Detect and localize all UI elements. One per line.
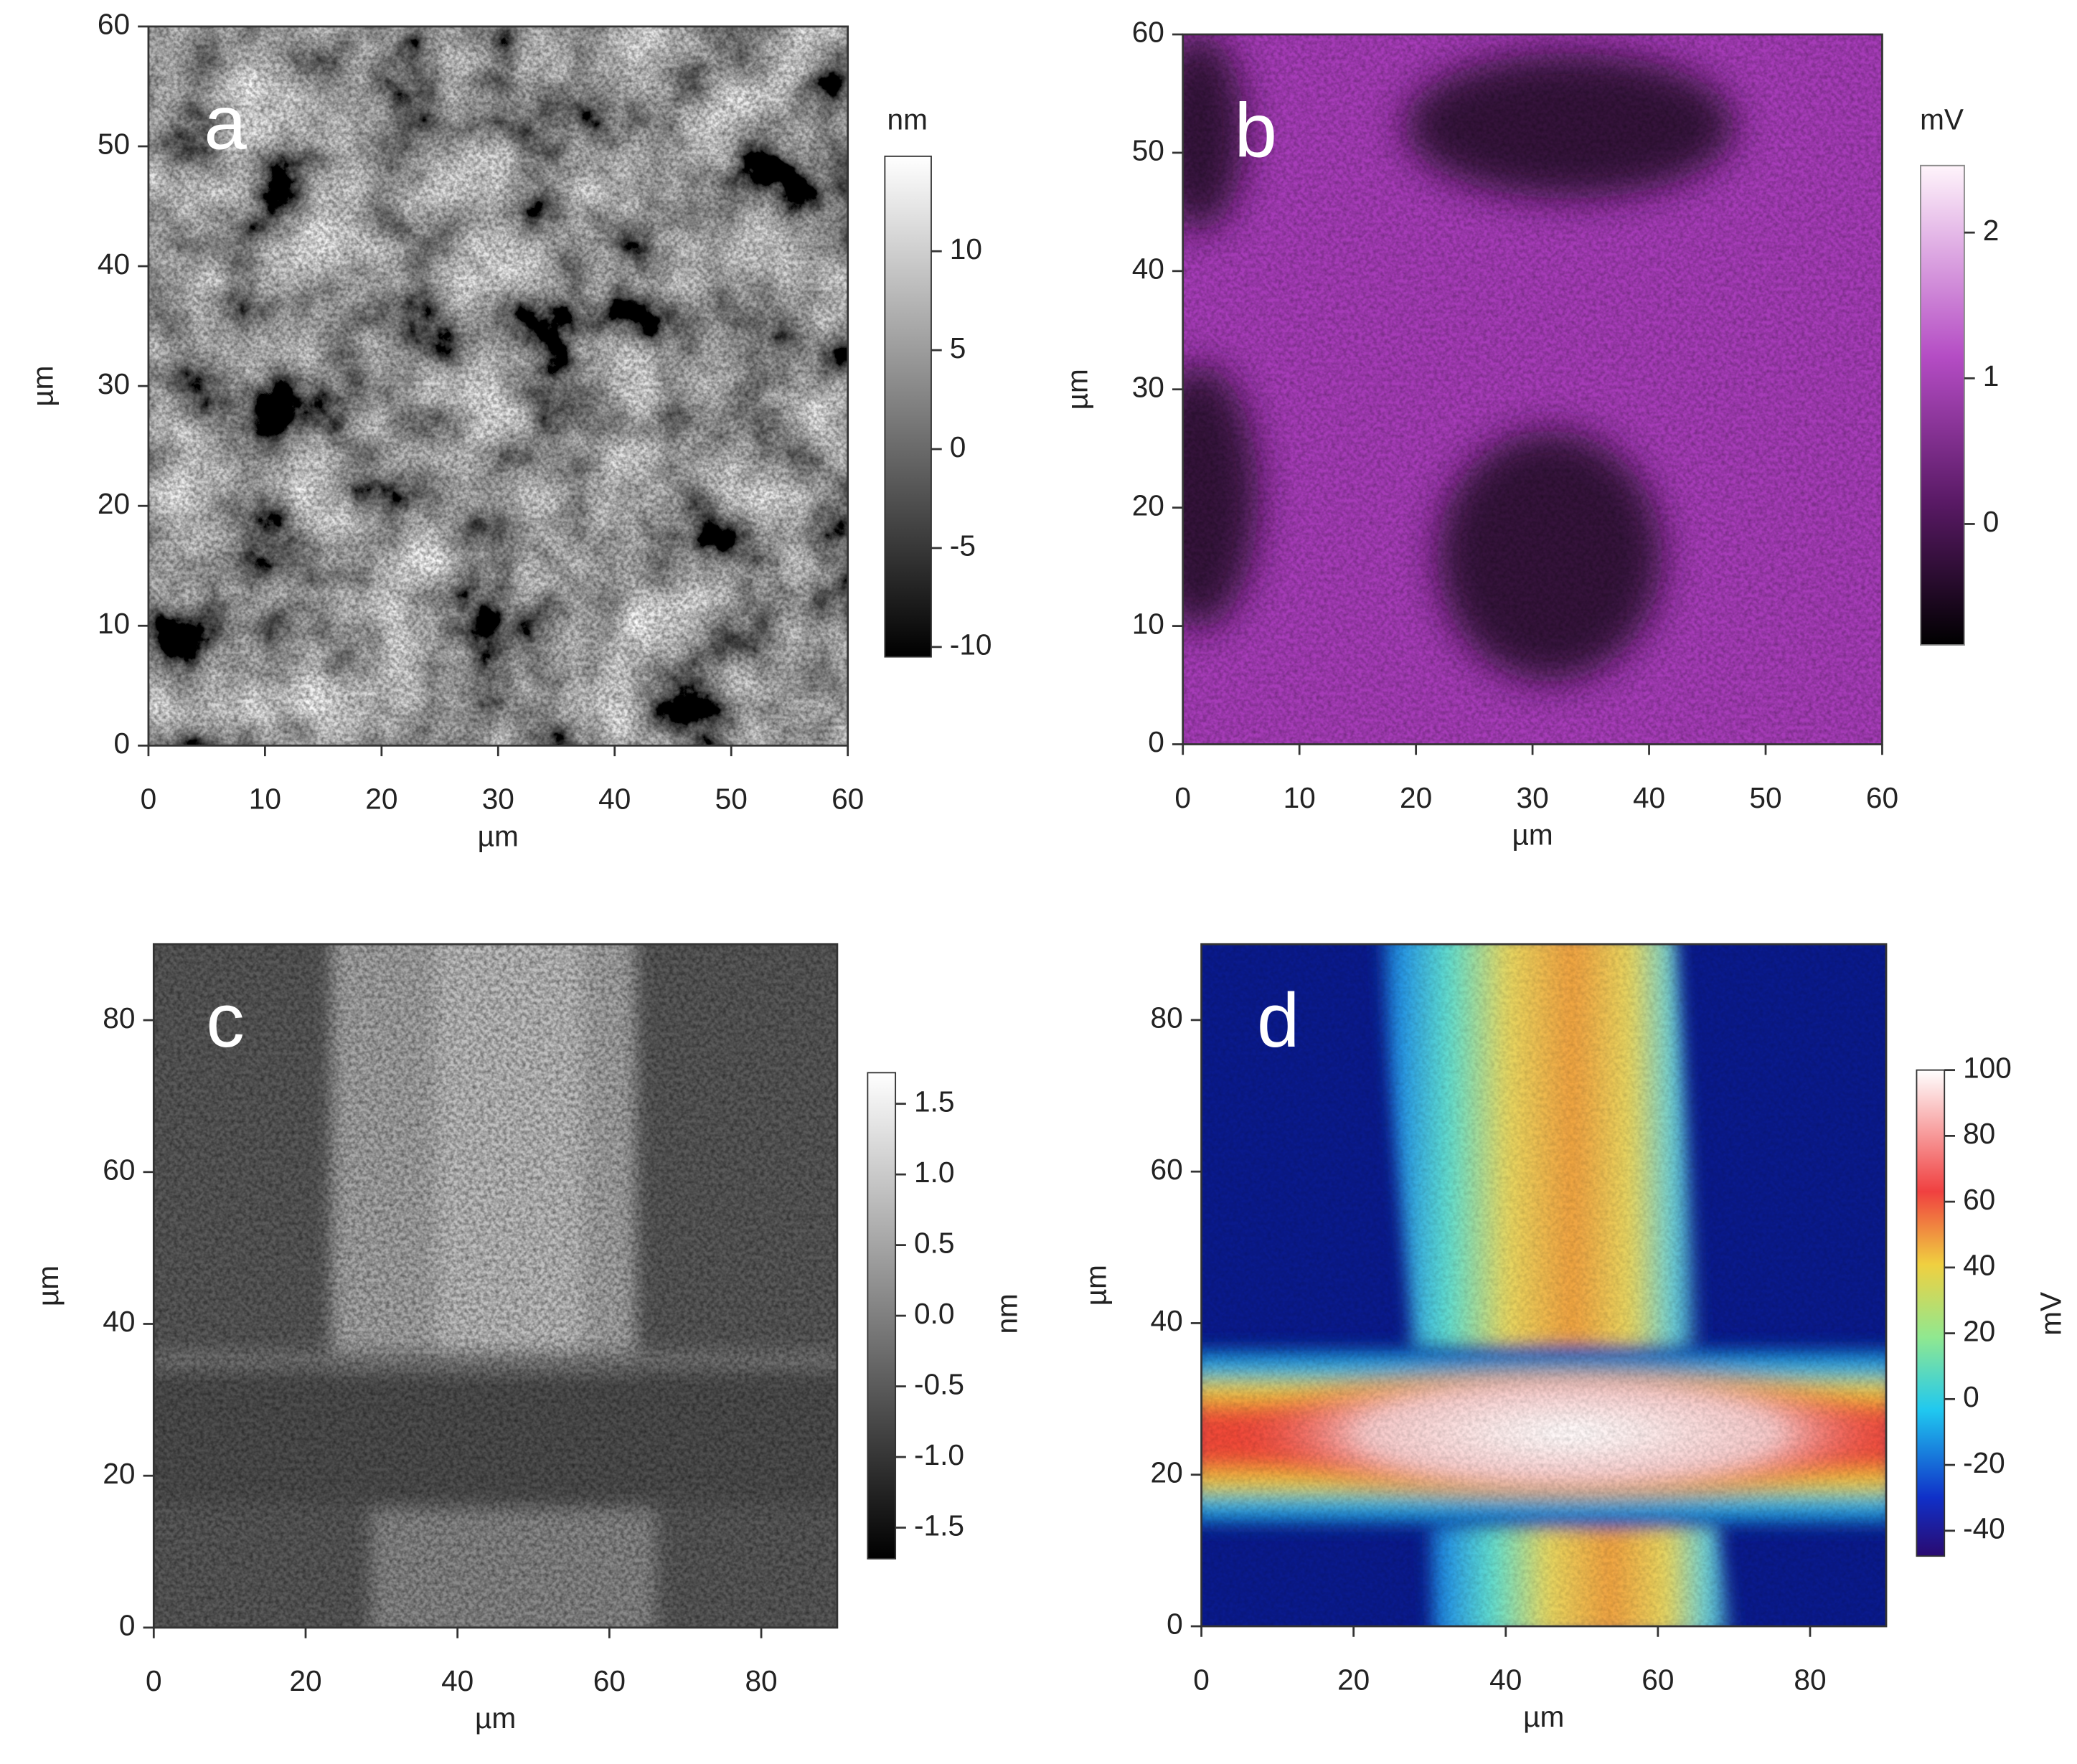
y-tick-label: 80	[103, 1001, 135, 1034]
y-tick-label: 40	[103, 1305, 135, 1338]
colorbar-tick-label: 5	[950, 331, 966, 364]
x-tick-label: 60	[1866, 781, 1898, 814]
colorbar-tick-label: -1.5	[914, 1509, 964, 1542]
colorbar-tick-label: 1.5	[914, 1085, 954, 1118]
x-tick-label: 10	[249, 783, 281, 816]
x-tick-label: 50	[715, 783, 748, 816]
x-tick-label: 40	[1489, 1663, 1522, 1696]
image-c	[154, 944, 837, 1628]
y-tick-label: 60	[1151, 1153, 1183, 1186]
x-tick-label: 80	[1794, 1663, 1826, 1696]
colorbar-tick-label: 0.5	[914, 1226, 954, 1259]
x-tick-label: 40	[1633, 781, 1665, 814]
colorbar-tick-label: -1.0	[914, 1438, 964, 1471]
x-tick-label: 20	[1400, 781, 1432, 814]
colorbar-tick-label: 1.0	[914, 1156, 954, 1189]
colorbar-tick-label: 2	[1983, 214, 2000, 247]
y-tick-label: 0	[113, 727, 130, 760]
colorbar-tick-label: -0.5	[914, 1367, 964, 1400]
y-tick-label: 80	[1151, 1001, 1183, 1034]
x-tick-label: 0	[146, 1664, 162, 1697]
colorbar-tick-label: 20	[1963, 1314, 1995, 1347]
y-axis-label: µm	[1060, 369, 1093, 410]
colorbar-tick-label: 60	[1963, 1183, 1995, 1216]
x-tick-label: 20	[365, 783, 397, 816]
x-tick-label: 80	[745, 1664, 777, 1697]
y-tick-label: 20	[1151, 1456, 1183, 1489]
colorbar-label: nm	[887, 103, 928, 136]
panel-label: c	[206, 977, 245, 1063]
y-tick-label: 60	[103, 1154, 135, 1187]
y-tick-label: 20	[98, 487, 130, 520]
y-tick-label: 10	[1132, 607, 1164, 640]
colorbar-tick-label: 0.0	[914, 1297, 954, 1330]
x-tick-label: 50	[1749, 781, 1781, 814]
x-tick-label: 30	[1517, 781, 1549, 814]
colorbar-tick-label: 40	[1963, 1249, 1995, 1282]
y-tick-label: 50	[98, 128, 130, 161]
y-tick-label: 0	[119, 1609, 136, 1642]
y-axis-label: µm	[32, 1265, 65, 1306]
y-tick-label: 10	[98, 607, 130, 640]
colorbar-tick-label: 100	[1963, 1051, 2012, 1084]
x-tick-label: 40	[598, 783, 631, 816]
x-tick-label: 20	[289, 1664, 321, 1697]
colorbar-tick-label: -20	[1963, 1446, 2005, 1479]
x-tick-label: 0	[141, 783, 157, 816]
colorbar-label: mV	[1920, 103, 1964, 136]
y-tick-label: 60	[1132, 16, 1164, 49]
y-tick-label: 40	[1151, 1304, 1183, 1337]
colorbar-tick-label: 80	[1963, 1117, 1995, 1150]
x-tick-label: 40	[441, 1664, 474, 1697]
x-tick-label: 0	[1193, 1663, 1210, 1696]
y-tick-label: 40	[1132, 253, 1164, 286]
x-tick-label: 60	[1642, 1663, 1674, 1696]
x-tick-label: 10	[1284, 781, 1316, 814]
colorbar-tick-label: 0	[1963, 1380, 1979, 1413]
y-tick-label: 50	[1132, 134, 1164, 167]
colorbar-tick-label: 1	[1983, 359, 2000, 392]
colorbar-tick-label: -10	[950, 628, 992, 661]
x-tick-label: 30	[482, 783, 514, 816]
x-tick-label: 60	[593, 1664, 626, 1697]
x-axis-label: µm	[1523, 1700, 1564, 1733]
y-tick-label: 0	[1167, 1608, 1183, 1641]
y-tick-label: 30	[98, 367, 130, 400]
panel-label: b	[1234, 87, 1277, 173]
plot-frame	[1200, 943, 1888, 1628]
panel-label: a	[204, 79, 247, 165]
colorbar-fills	[867, 155, 1965, 1560]
image-b	[1182, 34, 1883, 745]
y-tick-label: 20	[1132, 489, 1164, 522]
colorbar-label: mV	[2034, 1292, 2067, 1336]
y-tick-label: 40	[98, 247, 130, 280]
y-axis-label: µm	[1079, 1265, 1112, 1306]
colorbar-tick-label: 0	[950, 430, 966, 463]
colorbar-tick-label: 0	[1983, 505, 2000, 538]
x-tick-label: 60	[832, 783, 864, 816]
y-tick-label: 0	[1148, 725, 1164, 758]
x-axis-label: µm	[478, 819, 519, 852]
x-tick-label: 20	[1337, 1663, 1370, 1696]
y-tick-label: 20	[103, 1457, 135, 1490]
x-axis-label: µm	[475, 1702, 516, 1735]
colorbar-label: nm	[991, 1293, 1024, 1334]
plot-frame	[152, 943, 839, 1629]
y-tick-label: 60	[98, 8, 130, 41]
colorbar-tick-label: -40	[1963, 1512, 2005, 1545]
colorbar-tick-label: -5	[950, 529, 976, 562]
x-axis-label: µm	[1512, 818, 1553, 851]
image-a	[148, 26, 848, 746]
panel-label: d	[1257, 977, 1300, 1063]
y-axis-label: µm	[27, 366, 60, 407]
y-tick-label: 30	[1132, 370, 1164, 403]
x-tick-label: 0	[1174, 781, 1191, 814]
image-d	[1201, 944, 1887, 1627]
colorbar-tick-label: 10	[950, 232, 982, 265]
